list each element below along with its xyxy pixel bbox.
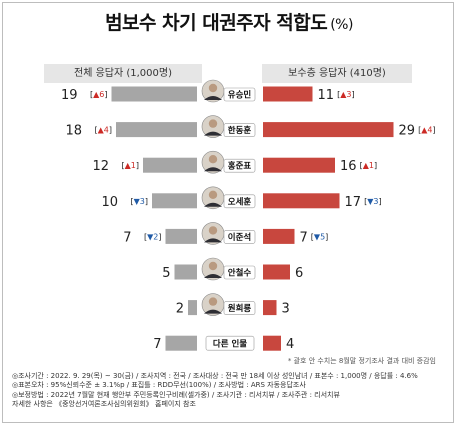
portrait-suit-2 [204, 167, 222, 172]
portrait-face-1 [208, 119, 218, 128]
value-all-0: 19 [61, 88, 78, 103]
bar-conservative-0 [263, 86, 313, 102]
change-all-4: [▼2] [144, 232, 162, 241]
bar-all-3 [152, 193, 197, 209]
name-label-4: 이준석 [228, 232, 251, 243]
bar-all-5 [174, 264, 197, 280]
name-box-5 [223, 265, 256, 280]
value-conservative-7: 4 [286, 337, 294, 352]
bar-all-7 [165, 335, 197, 351]
chart-title-text: 범보수 차기 대권주자 적합도 [105, 12, 328, 34]
bar-all-4 [165, 228, 197, 244]
value-conservative-6: 3 [282, 302, 290, 317]
bar-conservative-6 [263, 300, 277, 316]
value-all-3: 10 [101, 195, 118, 210]
bar-conservative-1 [263, 122, 394, 138]
value-conservative-2: 16 [340, 159, 357, 174]
bar-conservative-7 [263, 335, 281, 351]
survey-footer: ◎조사기간 : 2022. 9. 29(목) ~ 30(금) / 조사지역 : … [12, 372, 448, 409]
portrait-suit-0 [204, 96, 222, 100]
portrait-suit-6 [204, 309, 222, 314]
chart-title: 범보수 차기 대권주자 적합도 (%) [0, 8, 458, 35]
footer-line-1: ◎조사기간 : 2022. 9. 29(목) ~ 30(금) / 조사지역 : … [12, 372, 418, 380]
name-box-2 [223, 158, 256, 173]
change-all-2: [▲1] [122, 161, 140, 170]
value-all-6: 2 [176, 302, 184, 317]
name-label-3: 오세훈 [228, 196, 252, 207]
chart-title-unit: (%) [330, 17, 353, 33]
value-conservative-5: 6 [295, 266, 303, 281]
bar-conservative-5 [263, 264, 290, 280]
bar-all-2 [143, 157, 197, 173]
value-all-1: 18 [65, 124, 82, 139]
footer-line-2: ◎표본오차 : 95%신뢰수준 ± 3.1%p / 표집틀 : RDD무선(10… [12, 381, 306, 390]
chart-frame [2, 2, 454, 423]
name-box-4 [223, 230, 256, 244]
footer-line-4: 자세한 사항은 《중앙선거여론조사심의위원회》 홈페이지 참조 [12, 399, 196, 408]
change-conservative-0: [▲3] [337, 90, 355, 99]
portrait-suit-3 [204, 202, 222, 207]
name-box-6 [223, 301, 256, 315]
bar-all-6 [188, 300, 197, 316]
portrait-face-4 [208, 226, 218, 235]
footer-line-3: ◎보정방법 : 2022년 7월말 현재 행안부 주민등록인구비례(셀가중) /… [12, 390, 340, 399]
value-all-5: 5 [162, 266, 170, 281]
header-conservative-respondents: 보수층 응답자 (410명) [262, 64, 412, 83]
value-conservative-0: 11 [318, 88, 335, 103]
bar-all-0 [111, 86, 197, 102]
value-conservative-4: 7 [300, 230, 308, 245]
butterfly-bar-chart: [▲6]19 11 [▲3]유승민[▲4]18 29 [▲4]한동훈[▲1]12 16 [▲… [61, 79, 436, 352]
portrait-suit-4 [204, 238, 222, 243]
value-all-7: 7 [153, 337, 161, 352]
change-all-0: [▲6] [90, 90, 108, 99]
portrait-face-5 [208, 261, 218, 271]
name-label-7: 다른 인물 [213, 339, 247, 350]
name-label-1: 한동훈 [228, 125, 252, 136]
header-all-respondents: 전체 응답자 (1,000명) [44, 64, 202, 83]
change-conservative-1: [▲4] [418, 126, 436, 135]
value-conservative-3: 17 [345, 195, 362, 210]
portrait-face-0 [208, 83, 218, 93]
portrait-face-6 [208, 297, 218, 306]
bar-all-1 [116, 122, 197, 138]
change-all-1: [▲4] [95, 126, 113, 135]
bar-conservative-4 [263, 228, 295, 244]
name-label-2: 홍준표 [228, 161, 252, 172]
value-all-4: 7 [123, 230, 131, 245]
change-conservative-2: [▲1] [360, 161, 378, 170]
portrait-suit-5 [204, 274, 222, 278]
change-note: * 괄호 안 수치는 8월말 정기조사 결과 대비 증감임 [287, 357, 436, 365]
change-conservative-4: [▼5] [311, 232, 329, 241]
value-conservative-1: 29 [399, 124, 416, 139]
name-label-6: 원희룡 [228, 303, 252, 314]
name-box-7 [205, 335, 255, 351]
change-all-3: [▼3] [131, 197, 149, 206]
name-label-5: 안철수 [228, 268, 252, 279]
bar-conservative-2 [263, 157, 335, 173]
name-box-0 [223, 87, 256, 102]
value-all-2: 12 [92, 159, 109, 174]
name-box-3 [223, 194, 256, 209]
portrait-face-3 [208, 190, 218, 199]
name-label-0: 유승민 [228, 90, 252, 101]
portrait-face-2 [208, 155, 218, 164]
name-box-1 [223, 123, 256, 137]
bar-conservative-3 [263, 193, 340, 209]
change-conservative-3: [▼3] [364, 197, 382, 206]
portrait-suit-1 [204, 131, 222, 136]
